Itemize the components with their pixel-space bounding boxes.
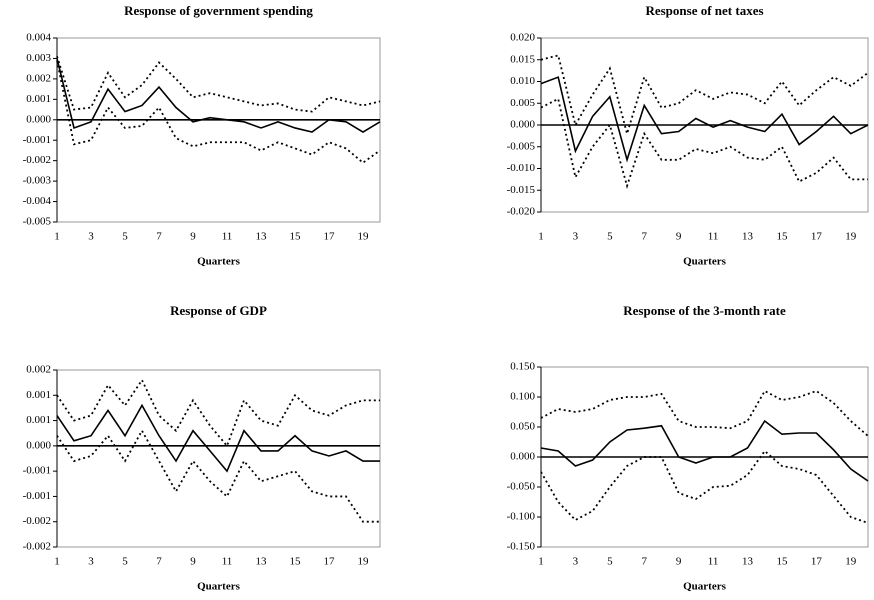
y-tick-label: -0.015 <box>507 184 536 196</box>
x-tick-label: 15 <box>776 556 788 568</box>
plot-area <box>56 37 381 223</box>
y-tick-label: -0.001 <box>23 465 51 477</box>
y-tick-label: 0.100 <box>510 391 535 403</box>
x-tick-label: 9 <box>676 556 682 568</box>
x-tick-label: 1 <box>54 556 60 568</box>
x-axis-label: Quarters <box>197 581 240 593</box>
series-line <box>56 58 381 133</box>
x-tick-label: 7 <box>642 556 648 568</box>
x-tick-label: 7 <box>156 231 162 243</box>
x-tick-label: 19 <box>845 556 857 568</box>
y-tick-label: -0.002 <box>23 541 51 553</box>
x-tick-label: 17 <box>324 231 336 243</box>
x-tick-label: 19 <box>358 556 370 568</box>
x-tick-label: 5 <box>607 231 613 243</box>
x-tick-label: 17 <box>324 556 336 568</box>
x-tick-label: 9 <box>190 556 196 568</box>
y-tick-label: -0.050 <box>507 481 536 493</box>
x-tick-label: 15 <box>290 231 302 243</box>
y-tick-label: 0.004 <box>26 32 51 44</box>
y-tick-label: 0.050 <box>510 421 535 433</box>
series-line <box>540 97 868 189</box>
x-tick-label: 11 <box>708 231 719 243</box>
y-tick-label: 0.000 <box>510 451 535 463</box>
y-tick-label: 0.002 <box>26 72 51 84</box>
chart-title: Response of GDP <box>170 303 267 318</box>
x-tick-label: 1 <box>54 231 60 243</box>
series-line <box>56 60 381 164</box>
y-tick-label: -0.004 <box>23 195 52 207</box>
x-tick-label: 13 <box>742 556 754 568</box>
series-line <box>540 419 869 482</box>
chart-title: Response of the 3-month rate <box>623 303 786 318</box>
x-tick-label: 5 <box>122 231 128 243</box>
x-tick-label: 19 <box>358 231 370 243</box>
x-tick-label: 13 <box>256 556 268 568</box>
series-line <box>540 389 869 437</box>
x-tick-label: 11 <box>708 556 719 568</box>
y-tick-label: -0.100 <box>507 511 536 523</box>
y-tick-label: 0.150 <box>510 361 535 373</box>
series-line <box>540 76 869 163</box>
y-tick-label: -0.005 <box>23 216 52 228</box>
x-tick-label: 7 <box>642 231 648 243</box>
x-tick-label: 3 <box>88 231 94 243</box>
series-line <box>56 56 381 113</box>
x-tick-label: 19 <box>845 231 857 243</box>
x-axis-label: Quarters <box>683 256 726 268</box>
x-tick-label: 9 <box>676 231 682 243</box>
y-tick-label: -0.020 <box>507 206 536 218</box>
y-tick-label: 0.001 <box>26 414 51 426</box>
plot-area <box>56 369 381 548</box>
x-axis-label: Quarters <box>683 581 726 593</box>
x-tick-label: 13 <box>742 231 754 243</box>
x-tick-label: 13 <box>256 231 268 243</box>
x-tick-label: 15 <box>290 556 302 568</box>
chart-title: Response of net taxes <box>645 3 763 18</box>
x-tick-label: 17 <box>811 231 823 243</box>
x-tick-label: 15 <box>776 231 788 243</box>
x-tick-label: 3 <box>573 556 579 568</box>
series-line <box>540 54 869 137</box>
series-line <box>56 428 380 523</box>
y-tick-label: 0.000 <box>26 439 51 451</box>
series-line <box>56 378 380 448</box>
x-tick-label: 7 <box>156 556 162 568</box>
x-tick-label: 11 <box>222 556 233 568</box>
y-tick-label: -0.001 <box>23 490 51 502</box>
series-line <box>56 403 380 473</box>
y-tick-label: -0.002 <box>23 515 51 527</box>
y-tick-label: 0.010 <box>510 75 535 87</box>
x-tick-label: 1 <box>538 231 544 243</box>
y-tick-label: -0.002 <box>23 154 51 166</box>
y-tick-label: -0.003 <box>23 175 52 187</box>
y-tick-label: 0.001 <box>26 93 51 105</box>
x-tick-label: 17 <box>811 556 823 568</box>
x-tick-label: 5 <box>122 556 128 568</box>
x-tick-label: 1 <box>538 556 544 568</box>
y-tick-label: 0.005 <box>510 97 535 109</box>
y-tick-label: -0.010 <box>507 162 536 174</box>
x-axis-label: Quarters <box>197 256 240 268</box>
y-tick-label: -0.001 <box>23 134 51 146</box>
y-tick-label: -0.005 <box>507 140 536 152</box>
y-tick-label: 0.002 <box>26 364 51 376</box>
y-tick-label: 0.000 <box>26 113 51 125</box>
x-tick-label: 3 <box>573 231 579 243</box>
y-tick-label: 0.003 <box>26 52 51 64</box>
y-tick-label: 0.015 <box>510 53 535 65</box>
x-tick-label: 5 <box>607 556 613 568</box>
x-tick-label: 3 <box>88 556 94 568</box>
y-tick-label: -0.150 <box>507 541 536 553</box>
y-tick-label: 0.000 <box>510 119 535 131</box>
x-tick-label: 9 <box>190 231 196 243</box>
x-tick-label: 11 <box>222 231 233 243</box>
chart-title: Response of government spending <box>124 3 313 18</box>
y-tick-label: 0.020 <box>510 32 535 44</box>
series-line <box>540 449 869 524</box>
y-tick-label: 0.001 <box>26 389 51 401</box>
